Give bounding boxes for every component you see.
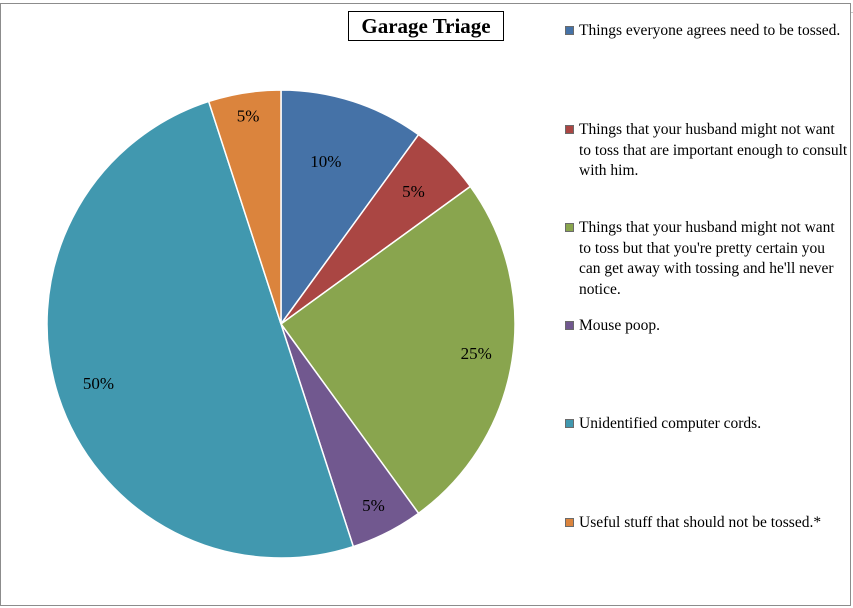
legend-swatch [565,518,574,527]
slice-data-label: 5% [237,107,260,126]
legend-label: Useful stuff that should not be tossed.* [579,514,822,531]
legend-swatch [565,321,574,330]
slice-data-label: 5% [402,182,425,201]
legend-swatch [565,223,574,232]
slice-data-label: 5% [362,496,385,515]
legend-label: Things that your husband might not want … [579,219,835,298]
pie-slice[interactable] [279,185,516,515]
chart-title: Garage Triage [348,11,504,41]
legend-label: Unidentified computer cords. [579,415,762,432]
legend-swatch [565,419,574,428]
legend-label: Things that your husband might not want … [579,121,848,179]
slice-data-label: 50% [83,374,114,393]
slice-data-label: 25% [461,344,492,363]
legend-swatch [565,125,574,134]
legend-swatch [565,26,574,35]
legend-label: Mouse poop. [579,317,660,334]
legend-label: Things everyone agrees need to be tossed… [579,22,841,39]
pie-slice[interactable] [207,89,282,325]
slice-data-label: 10% [310,152,341,171]
pie-slice[interactable] [280,89,420,327]
pie-slice[interactable] [46,100,355,559]
